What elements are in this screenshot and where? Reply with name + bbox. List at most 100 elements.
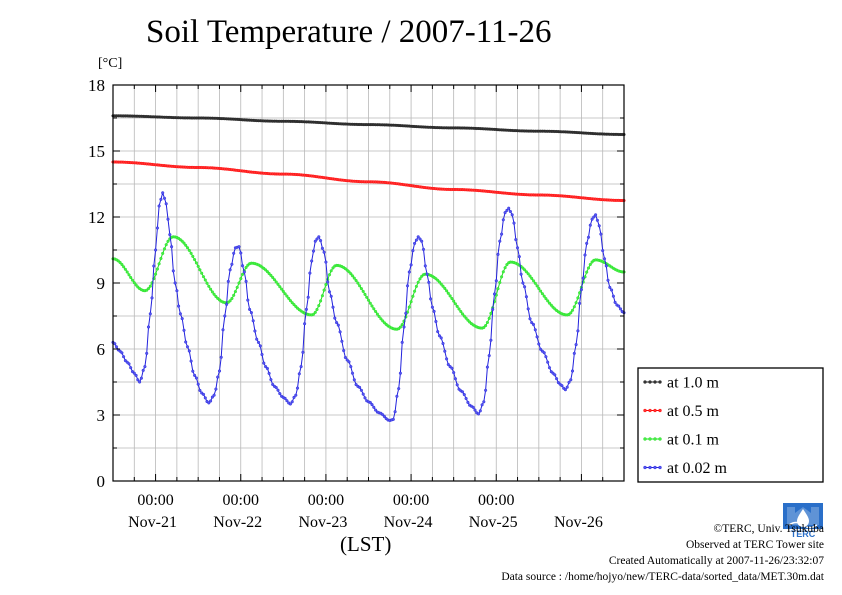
data-point bbox=[177, 304, 181, 308]
data-point bbox=[443, 349, 447, 353]
data-point bbox=[326, 280, 330, 284]
data-point bbox=[272, 278, 277, 282]
data-point bbox=[313, 310, 317, 314]
data-point bbox=[441, 284, 445, 288]
data-point bbox=[127, 273, 131, 277]
data-point bbox=[280, 287, 284, 291]
data-point bbox=[416, 280, 420, 284]
data-point bbox=[613, 300, 617, 304]
data-point bbox=[269, 378, 273, 382]
data-point bbox=[421, 247, 426, 251]
series-points-0 bbox=[111, 114, 626, 137]
data-point bbox=[501, 218, 505, 222]
data-point bbox=[586, 266, 591, 270]
data-point bbox=[560, 384, 564, 388]
data-point bbox=[439, 282, 443, 286]
data-point bbox=[608, 285, 612, 289]
data-point bbox=[429, 297, 433, 301]
data-point bbox=[370, 304, 374, 308]
data-point bbox=[306, 295, 310, 299]
data-point bbox=[601, 249, 605, 253]
data-point bbox=[569, 378, 573, 382]
data-point bbox=[311, 249, 316, 253]
data-point bbox=[331, 266, 335, 270]
data-point bbox=[310, 259, 314, 263]
chart-title: Soil Temperature / 2007-11-26 bbox=[146, 14, 552, 50]
data-point bbox=[501, 270, 505, 274]
data-point bbox=[537, 286, 541, 291]
data-point bbox=[405, 284, 410, 288]
data-point bbox=[455, 383, 459, 387]
y-tick-label: 6 bbox=[97, 340, 106, 359]
data-point bbox=[292, 303, 296, 307]
data-point bbox=[146, 287, 151, 291]
data-point bbox=[324, 283, 328, 287]
data-point bbox=[255, 337, 259, 341]
data-point bbox=[445, 289, 449, 293]
data-point bbox=[430, 305, 434, 309]
data-point bbox=[122, 355, 126, 359]
data-point bbox=[432, 309, 436, 313]
data-point bbox=[358, 284, 362, 288]
credit-site: Observed at TERC Tower site bbox=[685, 539, 824, 551]
x-axis-label: (LST) bbox=[340, 532, 392, 556]
legend-swatch-marker bbox=[648, 465, 652, 470]
data-point bbox=[537, 342, 541, 346]
data-point bbox=[482, 400, 486, 404]
data-point bbox=[462, 393, 466, 397]
data-point bbox=[581, 276, 585, 280]
data-point bbox=[464, 396, 468, 401]
data-point bbox=[352, 378, 356, 382]
data-point bbox=[413, 289, 417, 293]
data-point bbox=[510, 213, 514, 217]
data-point bbox=[251, 319, 255, 323]
data-point bbox=[327, 290, 332, 294]
data-point bbox=[395, 394, 399, 398]
data-point bbox=[311, 312, 316, 316]
data-point bbox=[436, 278, 440, 282]
data-point bbox=[546, 299, 550, 303]
data-point bbox=[122, 265, 126, 269]
data-point bbox=[570, 369, 575, 373]
data-point bbox=[226, 279, 230, 283]
x-tick-time-label: 00:00 bbox=[308, 492, 344, 509]
data-point bbox=[423, 264, 427, 268]
data-point bbox=[503, 211, 507, 215]
data-point bbox=[152, 264, 156, 268]
data-point bbox=[437, 280, 442, 284]
credit-copyright: ©TERC, Univ. Tsukuba bbox=[713, 523, 824, 535]
legend-label: at 1.0 m bbox=[667, 375, 720, 392]
data-point bbox=[178, 312, 182, 316]
data-point bbox=[485, 320, 489, 325]
data-point bbox=[274, 385, 278, 390]
data-point bbox=[240, 264, 245, 268]
data-point bbox=[535, 335, 539, 339]
data-point bbox=[574, 343, 578, 347]
data-point bbox=[207, 401, 211, 405]
data-point bbox=[576, 329, 580, 333]
data-point bbox=[123, 267, 127, 271]
data-point bbox=[198, 268, 202, 272]
data-point bbox=[491, 307, 495, 311]
data-point bbox=[459, 309, 463, 314]
x-date-label: Nov-26 bbox=[554, 514, 603, 531]
data-point bbox=[448, 294, 452, 298]
data-point bbox=[597, 224, 601, 228]
data-point bbox=[278, 392, 282, 396]
data-point bbox=[366, 298, 371, 302]
data-point bbox=[523, 268, 527, 272]
data-point bbox=[350, 371, 355, 375]
data-point bbox=[498, 280, 502, 285]
data-point bbox=[480, 403, 484, 407]
data-point bbox=[512, 221, 516, 225]
data-point bbox=[155, 267, 159, 271]
data-point bbox=[602, 257, 607, 261]
data-point bbox=[171, 269, 175, 273]
data-point bbox=[283, 396, 287, 400]
data-point bbox=[576, 296, 580, 300]
data-point bbox=[515, 246, 520, 250]
data-point bbox=[214, 387, 218, 391]
legend-swatch-marker bbox=[653, 465, 657, 470]
data-point bbox=[157, 204, 161, 208]
data-point bbox=[336, 323, 340, 327]
